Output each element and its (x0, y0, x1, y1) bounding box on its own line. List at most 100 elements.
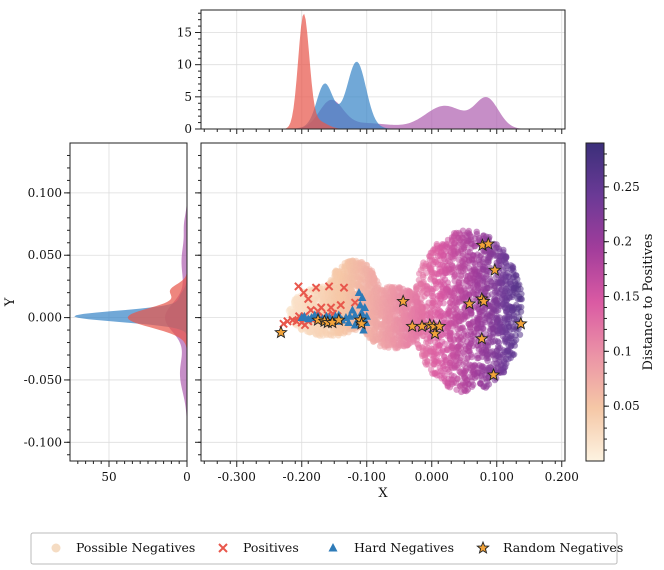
random-negative-point (476, 294, 491, 308)
colorbar-tick-label: 0.1 (613, 344, 632, 358)
top-marginal-frame (200, 9, 566, 130)
positive-point (311, 283, 321, 292)
random-negative-point (462, 296, 477, 310)
possible-negative-point (480, 325, 487, 332)
random-negative-point (354, 316, 369, 330)
random-negative-point (432, 319, 447, 333)
hard-negative-point (297, 312, 306, 321)
colorbar-tick-label: 0.2 (613, 235, 632, 249)
possible-negative-point (375, 281, 382, 288)
possible-negative-point (448, 329, 455, 337)
hard-negative-point (357, 308, 366, 316)
hard-negative-point (360, 303, 369, 312)
possible-negative-point (518, 296, 525, 303)
colorbar-tick-label: 0.25 (613, 180, 640, 194)
y-tick-label: 0.100 (28, 186, 62, 200)
y-tick-label: -0.050 (24, 373, 62, 387)
main-x-ticks: -0.300 -0.200 -0.100 0.000 0.100 0.200 (195, 154, 579, 484)
main-scatter-panel: -0.300 -0.200 -0.100 0.000 0.100 0.200 (195, 142, 579, 484)
random-negative-point (474, 331, 489, 345)
legend: Possible Negatives Positives Hard Negati… (30, 532, 623, 565)
top-y-tick-label: 15 (177, 26, 192, 40)
positive-point (306, 305, 316, 315)
possible-negative-point (514, 275, 521, 283)
possible-negative-point (440, 300, 447, 307)
top-y-tick-label: 10 (177, 58, 192, 72)
possible-negative-point (468, 311, 475, 318)
possible-negative-point (470, 381, 477, 388)
possible-negative-point (468, 353, 475, 361)
colorbar-tick-label: 0.05 (613, 399, 640, 413)
legend-marker-triangle (328, 543, 338, 552)
possible-negative-point (511, 342, 518, 349)
legend-frame (30, 532, 618, 565)
y-axis-title: Y (3, 297, 18, 307)
random-negative-point (311, 312, 325, 326)
random-negative-point (428, 326, 442, 340)
random-negative-point (331, 312, 346, 326)
possible-negative-point (441, 340, 449, 347)
random-negative-point (486, 367, 501, 381)
top-marginal-background (201, 10, 565, 129)
possible-negative-point (485, 381, 493, 388)
possible-negative-point (503, 253, 510, 261)
positive-point (324, 282, 334, 291)
left-marginal-panel: 0.100 0.050 0.000 -0.050 -0.100 50 0 (24, 142, 191, 484)
random-negative-point (396, 294, 411, 308)
left-marginal-densities (74, 143, 187, 461)
possible-negative-point (503, 360, 510, 367)
positive-point (350, 298, 360, 307)
positive-point (299, 288, 309, 297)
positive-point (339, 283, 349, 292)
legend-label: Possible Negatives (76, 540, 195, 555)
possible-negative-point (517, 308, 525, 315)
y-tick-label: 0.050 (28, 248, 62, 262)
positive-point (336, 300, 346, 310)
top-y-tick-label: 0 (184, 122, 192, 136)
colorbar-gradient (585, 142, 605, 462)
possible-negative-point (454, 376, 461, 383)
legend-marker-x (218, 543, 228, 553)
top-y-tick-label: 5 (184, 90, 192, 104)
possible-negative-point (472, 261, 479, 268)
legend-label: Random Negatives (503, 540, 623, 555)
x-tick-label: -0.100 (348, 470, 386, 484)
x-tick-label: 0.000 (415, 470, 449, 484)
hard-negative-point (304, 314, 313, 323)
possible-negative-point (495, 339, 503, 346)
possible-negative-point (517, 285, 524, 293)
top-marginal-panel: 15 10 5 0 (177, 9, 566, 136)
legend-label: Hard Negatives (354, 540, 454, 555)
random-negative-point (481, 236, 496, 250)
left-x-tick-label: 50 (101, 470, 116, 484)
legend-entry-random-negatives: Random Negatives (476, 540, 623, 555)
random-negative-point (274, 325, 288, 339)
y-tick-label: 0.000 (28, 311, 62, 325)
hard-negative-point (358, 293, 367, 302)
y-tick-label: -0.100 (24, 435, 62, 449)
possible-negative-point (496, 314, 503, 321)
hard-negative-point (350, 320, 360, 329)
random-negative-point (513, 316, 528, 330)
possible-negative-point (512, 336, 520, 344)
colorbar: 0.05 0.1 0.15 0.2 0.25 Distance to Positives (585, 142, 656, 462)
legend-marker-circle (51, 543, 61, 553)
possible-negative-point (516, 331, 524, 338)
x-tick-label: -0.300 (218, 470, 256, 484)
random-negative-point (487, 262, 502, 277)
hard-negative-point (356, 300, 365, 309)
x-tick-label: 0.100 (480, 470, 514, 484)
left-density-positives (127, 143, 187, 461)
possible-negative-point (424, 361, 432, 368)
scatter-points (274, 236, 528, 381)
hard-negative-point (354, 288, 364, 297)
positive-point (326, 303, 336, 312)
possible-negative-point (518, 303, 525, 311)
hard-negative-point (348, 305, 357, 314)
left-marginal-ticks: 0.100 0.050 0.000 -0.050 -0.100 50 0 (24, 154, 191, 484)
hard-negative-point (350, 310, 360, 319)
possible-negative-point (500, 246, 507, 254)
x-axis-title: X (378, 486, 388, 501)
colorbar-ticks: 0.05 0.1 0.15 0.2 0.25 (604, 153, 640, 451)
